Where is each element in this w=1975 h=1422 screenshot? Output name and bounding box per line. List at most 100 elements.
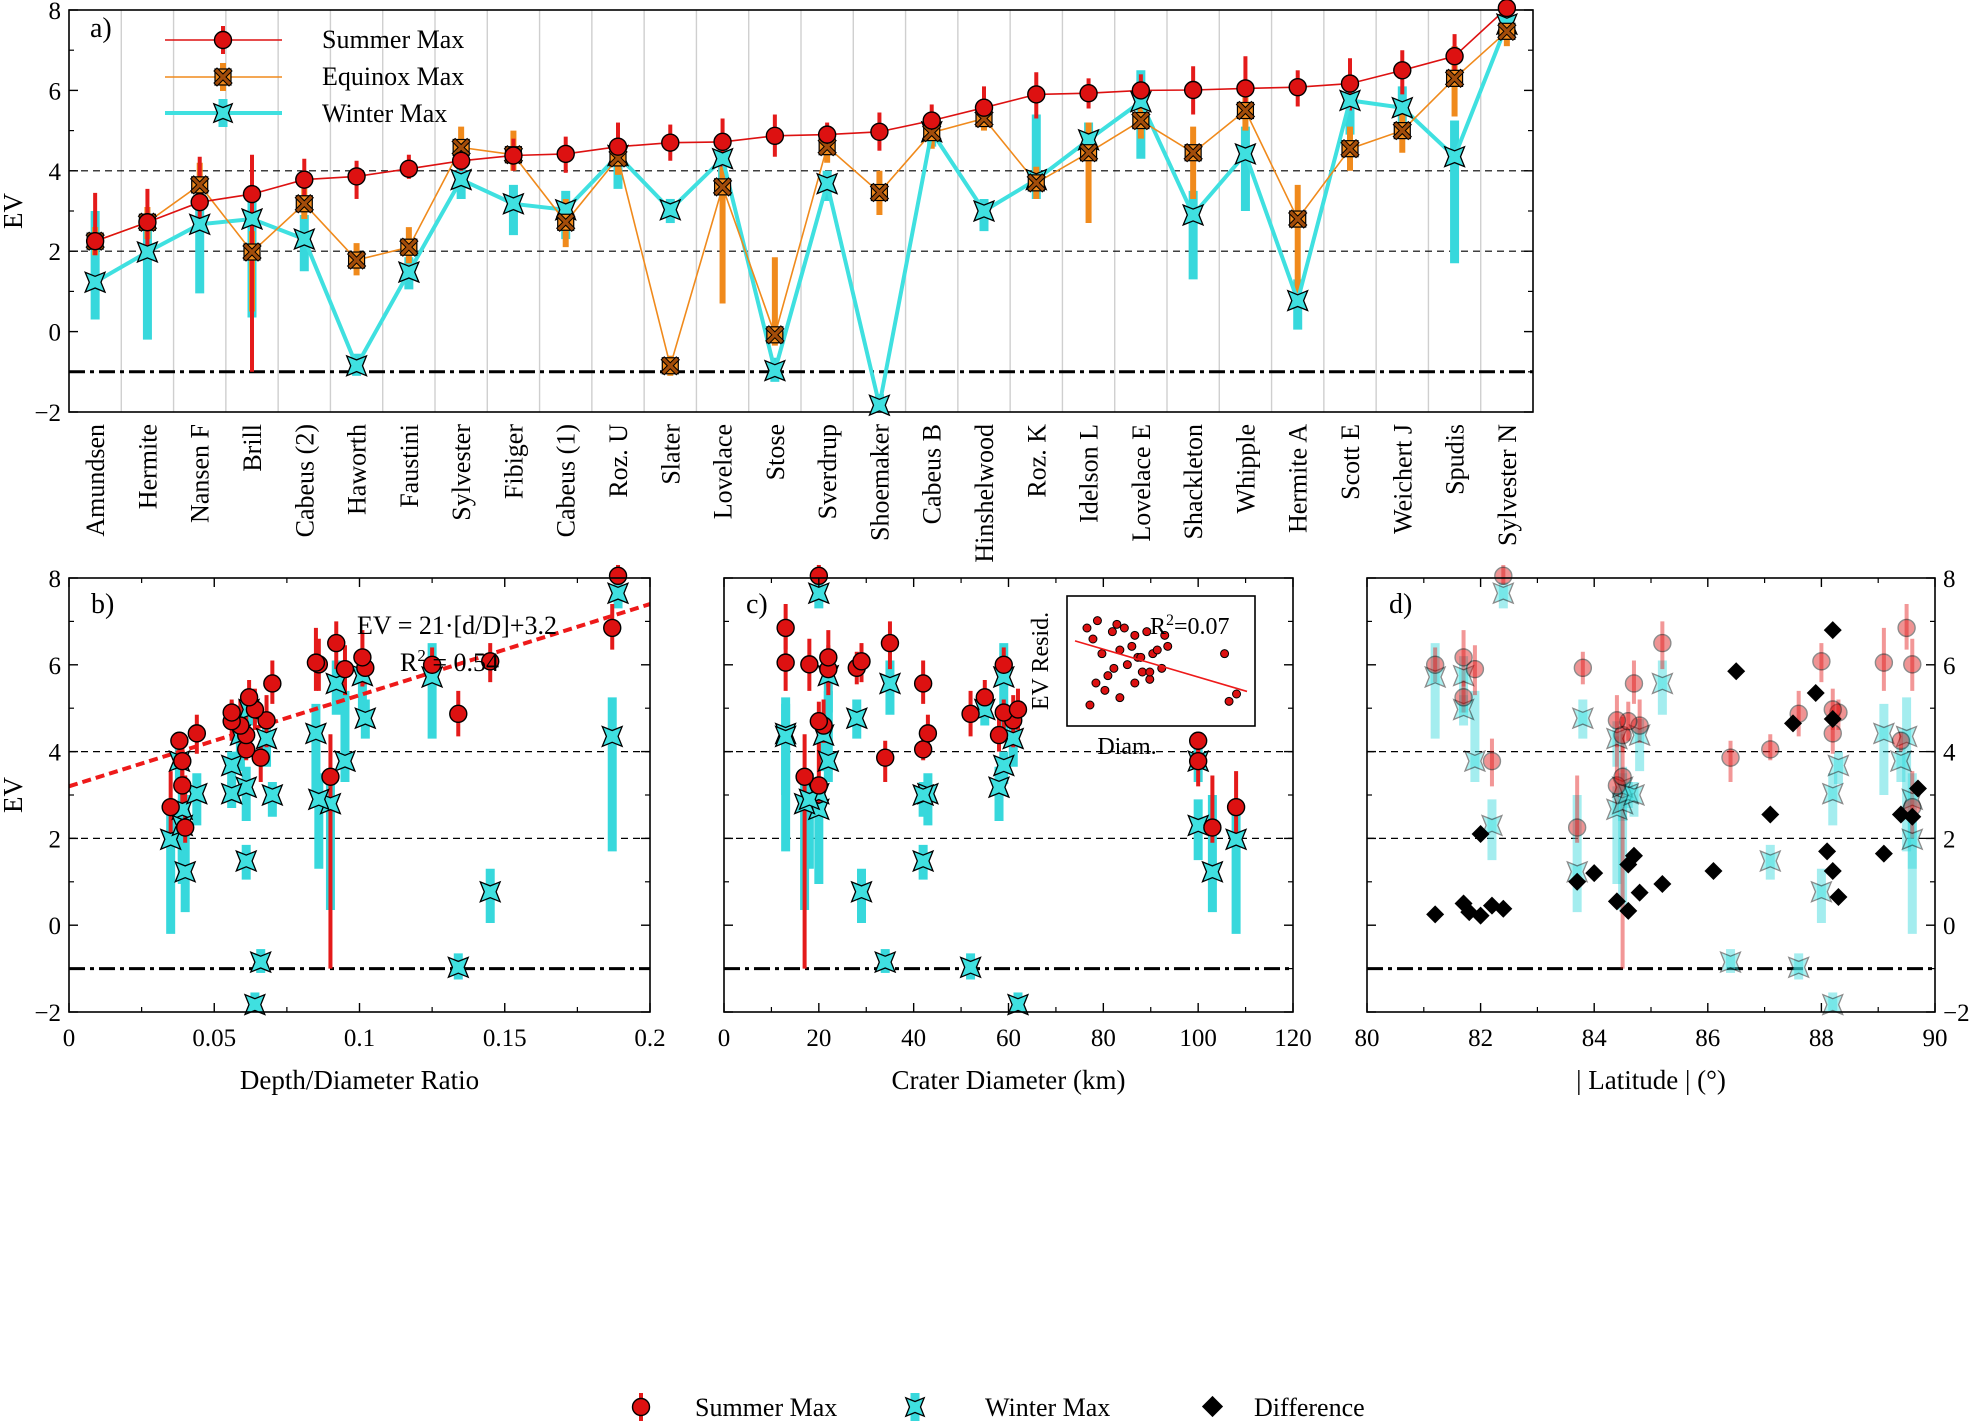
panel-c-winter-point xyxy=(1225,828,1248,851)
panel-a-category-label: Faustini xyxy=(395,424,424,508)
panel-d-summer-point xyxy=(1494,566,1513,586)
panel-c-xtick-label: 0 xyxy=(718,1025,731,1052)
panel-c-winter-point xyxy=(798,788,821,811)
legend-bottom-difference-label: Difference xyxy=(1254,1393,1365,1422)
panel-d-summer-point xyxy=(1607,776,1627,795)
panel-c-winter-point xyxy=(850,880,873,903)
panel-b-winter-point-shape xyxy=(304,722,327,745)
panel-d-tag: d) xyxy=(1389,589,1412,620)
legend-winter-marker xyxy=(212,102,234,124)
panel-d-winter-point-shape xyxy=(1622,783,1646,807)
panel-c-winter-point-shape xyxy=(850,880,873,903)
panel-a-equinox-point-x xyxy=(399,237,419,257)
panel-d-winter-point-shape xyxy=(1605,727,1628,750)
panel-a-category-label: Sylvester N xyxy=(1493,424,1522,546)
panel-a-category-label: Hinshelwood xyxy=(970,424,999,563)
panel-a-equinox-point-x xyxy=(1026,173,1046,193)
panel-b-winter-point-shape xyxy=(235,849,258,873)
panel-b-xtick-label: 0.05 xyxy=(192,1025,236,1052)
panel-c-inset-point xyxy=(1092,616,1102,626)
panel-c-summer-point xyxy=(913,674,933,693)
panel-d-winter-point-shape xyxy=(1452,664,1475,687)
panel-d-difference-point xyxy=(1818,842,1837,861)
panel-a-winter-point xyxy=(1391,96,1414,119)
panel-d-difference-point xyxy=(1653,874,1672,893)
panel-a-category-label: Sverdrup xyxy=(813,424,842,519)
panel-a-winter-point-shape xyxy=(1443,145,1466,168)
panel-a-category-label: Sylvester xyxy=(447,424,476,521)
panel-a-summer-point xyxy=(295,170,314,189)
panel-a-equinox-point-x xyxy=(660,356,680,376)
panel-a-summer-point xyxy=(661,133,680,152)
panel-c-summer-point xyxy=(809,712,829,731)
panel-c-inset-point xyxy=(1115,693,1125,703)
panel-a-winter-point xyxy=(449,168,473,191)
panel-a-winter-point-shape xyxy=(1338,89,1362,112)
panel-c-inset-point xyxy=(1119,623,1129,633)
panel-c-inset-r2: R2=0.07 xyxy=(1150,612,1230,640)
panel-a-tag: a) xyxy=(90,13,112,44)
panel-c-summer-point xyxy=(776,618,795,638)
panel-a-equinox-point-x xyxy=(1078,143,1099,163)
panel-a-equinox-point xyxy=(1392,120,1412,141)
panel-a-winter-point-shape xyxy=(1182,203,1205,227)
panel-d-winter-point-shape xyxy=(1611,792,1634,815)
panel-b-winter-point xyxy=(235,776,258,799)
panel-d-winter-point xyxy=(1901,828,1924,851)
panel-a-ytick-label: 2 xyxy=(49,239,62,266)
panel-d-winter-point-shape xyxy=(1480,814,1504,837)
panel-d-difference-point xyxy=(1568,872,1587,891)
panel-a-summer-point xyxy=(713,132,732,152)
panel-b-fit-equation: EV = 21·[d/D]+3.2 xyxy=(357,611,557,640)
panel-c-summer-point xyxy=(1008,700,1028,719)
panel-c-summer-point xyxy=(795,767,814,786)
panel-d-winter-point-shape xyxy=(1759,849,1782,873)
panel-a-summer-point xyxy=(817,125,837,144)
panel-a-equinox-point-x xyxy=(1288,209,1308,229)
panel-b-winter-point-shape xyxy=(447,956,470,979)
panel-d-winter-point-shape xyxy=(1821,782,1844,805)
panel-a-series-line-winter xyxy=(94,23,1509,406)
panel-d-summer-point xyxy=(1465,659,1485,679)
panel-b-summer-point xyxy=(603,618,622,638)
panel-d-chart: −2 0 2 4 6 8 80 82 84 86 88 90 | Latitude | (°) d) xyxy=(1355,564,1970,1095)
panel-c-tag: c) xyxy=(746,589,768,620)
panel-d-xlabel: | Latitude | (°) xyxy=(1576,1065,1726,1095)
panel-c-winter-point-shape xyxy=(774,725,797,748)
panel-c-inset-point xyxy=(1163,641,1173,651)
panel-a-category-label: Hermite A xyxy=(1284,424,1313,533)
panel-a-equinox-point-x xyxy=(712,177,733,197)
panel-b-tag: b) xyxy=(91,589,114,620)
panel-b-summer-point xyxy=(353,648,372,667)
legend-bottom-winter-star-shape xyxy=(904,1396,926,1418)
panel-a-winter-point xyxy=(659,198,682,221)
panel-d-ytick-label-right: −2 xyxy=(1943,1000,1970,1027)
panel-b-summer-point xyxy=(173,776,192,795)
panel-a-category-label: Hermite xyxy=(133,424,162,509)
panel-d-difference-point xyxy=(1903,807,1922,826)
panel-a-equinox-point-x xyxy=(1235,100,1256,121)
panel-a-summer-point xyxy=(451,151,471,170)
panel-c-inset-r2-value: =0.07 xyxy=(1174,614,1230,640)
panel-b-xlabel: Depth/Diameter Ratio xyxy=(240,1065,479,1095)
panel-d-winter-point-shape xyxy=(1605,798,1628,821)
panel-d-summer-point xyxy=(1619,712,1638,731)
panel-a-summer-point xyxy=(1288,77,1307,97)
panel-a-equinox-point-x xyxy=(294,194,314,214)
panel-c-winter-point-shape xyxy=(959,956,982,979)
panel-c-winter-point xyxy=(912,783,935,807)
panel-d-difference-point xyxy=(1471,825,1490,844)
panel-b-winter-point xyxy=(255,727,278,750)
panel-c-summer-point xyxy=(852,652,871,671)
panel-a-equinox-point-x xyxy=(451,137,471,158)
panel-a-equinox-point-x xyxy=(190,175,210,195)
panel-a-winter-point xyxy=(868,394,891,417)
panel-b-ytick-label: 0 xyxy=(49,913,62,940)
panel-d-winter-point xyxy=(1821,782,1844,805)
panel-c-winter-point xyxy=(987,776,1011,799)
panel-d-winter-point-shape xyxy=(1424,665,1447,689)
panel-d-winter-point xyxy=(1605,798,1628,821)
panel-c-summer-point xyxy=(1226,797,1246,817)
